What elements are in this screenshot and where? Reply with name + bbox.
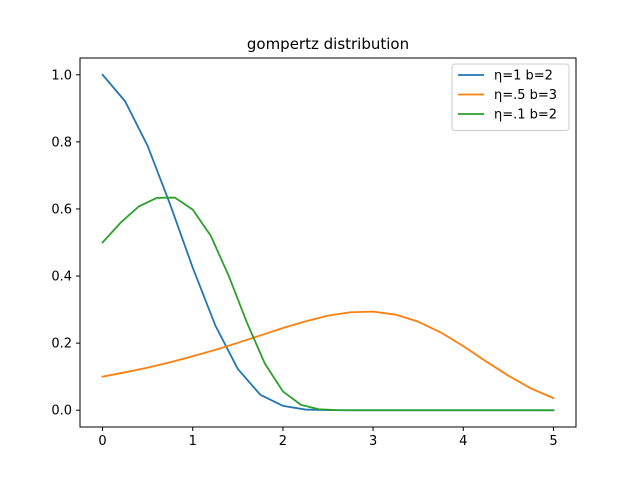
x-tick-label: 3 [369, 434, 377, 449]
legend: η=1 b=2 η=.5 b=3 η=.1 b=2 [451, 63, 570, 131]
series-line-2 [101, 196, 555, 412]
y-tick-label: 1.0 [51, 68, 72, 83]
axes-frame [79, 57, 577, 428]
plot-area: 0 1 2 3 4 5 0.0 0.2 0.4 0.6 0.8 1.0 [51, 57, 577, 449]
legend-label-1: η=.5 b=3 [494, 88, 557, 103]
y-tick-label: 0.6 [51, 202, 72, 217]
y-tick-label: 0.4 [51, 270, 72, 285]
y-tick-label: 0.2 [51, 337, 72, 352]
legend-label-2: η=.1 b=2 [494, 108, 557, 123]
y-tick-label: 0.0 [51, 404, 72, 419]
x-tick-label: 5 [549, 434, 557, 449]
x-tick-label: 1 [189, 434, 197, 449]
series-line-1 [101, 310, 555, 400]
chart-title: gompertz distribution [247, 35, 409, 53]
y-tick-label: 0.8 [51, 135, 72, 150]
x-tick-label: 0 [98, 434, 106, 449]
legend-label-0: η=1 b=2 [494, 69, 553, 84]
x-tick-label: 2 [279, 434, 287, 449]
x-tick-label: 4 [459, 434, 467, 449]
